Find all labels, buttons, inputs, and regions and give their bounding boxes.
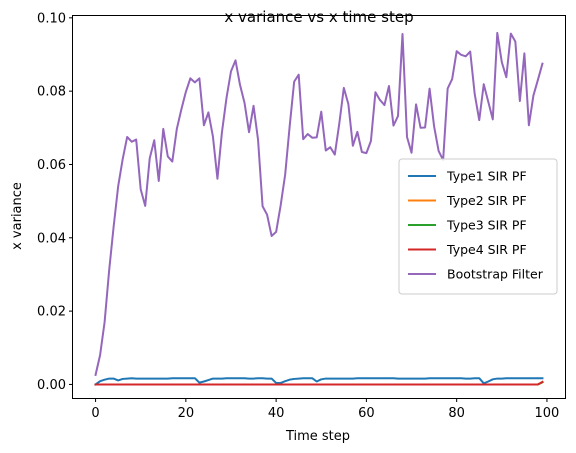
legend: Type1 SIR PF Type2 SIR PF Type3 SIR PF Type… (398, 158, 558, 295)
series-line-5 (94, 31, 544, 377)
x-tick-label: 0 (91, 406, 99, 421)
legend-label-4: Type4 SIR PF (446, 242, 527, 257)
y-axis-ticks: 0.00 0.02 0.04 0.06 0.08 0.10 (37, 11, 73, 393)
legend-box (398, 158, 558, 295)
y-tick-label: 0.08 (37, 85, 66, 100)
y-tick-label: 0.02 (37, 305, 66, 320)
chart-title: x variance vs x time step (224, 8, 413, 26)
y-axis-label: x variance (10, 182, 25, 250)
x-tick-label: 40 (268, 406, 285, 421)
x-tick-label: 100 (535, 406, 560, 421)
plot-area-frame (72, 15, 566, 399)
x-tick-label: 60 (358, 406, 375, 421)
series-line-1 (94, 377, 544, 386)
x-tick-label: 20 (178, 406, 195, 421)
y-tick-label: 0.04 (37, 231, 66, 246)
series-line-4 (94, 380, 544, 386)
legend-label-5: Bootstrap Filter (447, 267, 544, 282)
x-tick-label: 80 (448, 406, 465, 421)
legend-label-2: Type2 SIR PF (446, 193, 527, 208)
legend-label-3: Type3 SIR PF (446, 218, 527, 233)
y-tick-label: 0.00 (37, 378, 66, 393)
x-axis-label: Time step (285, 429, 350, 444)
y-tick-label: 0.06 (37, 158, 66, 173)
x-axis-ticks: 0 20 40 60 80 100 (91, 398, 559, 421)
y-tick-label: 0.10 (37, 11, 66, 26)
series-layer (94, 31, 544, 386)
legend-label-1: Type1 SIR PF (446, 169, 527, 184)
